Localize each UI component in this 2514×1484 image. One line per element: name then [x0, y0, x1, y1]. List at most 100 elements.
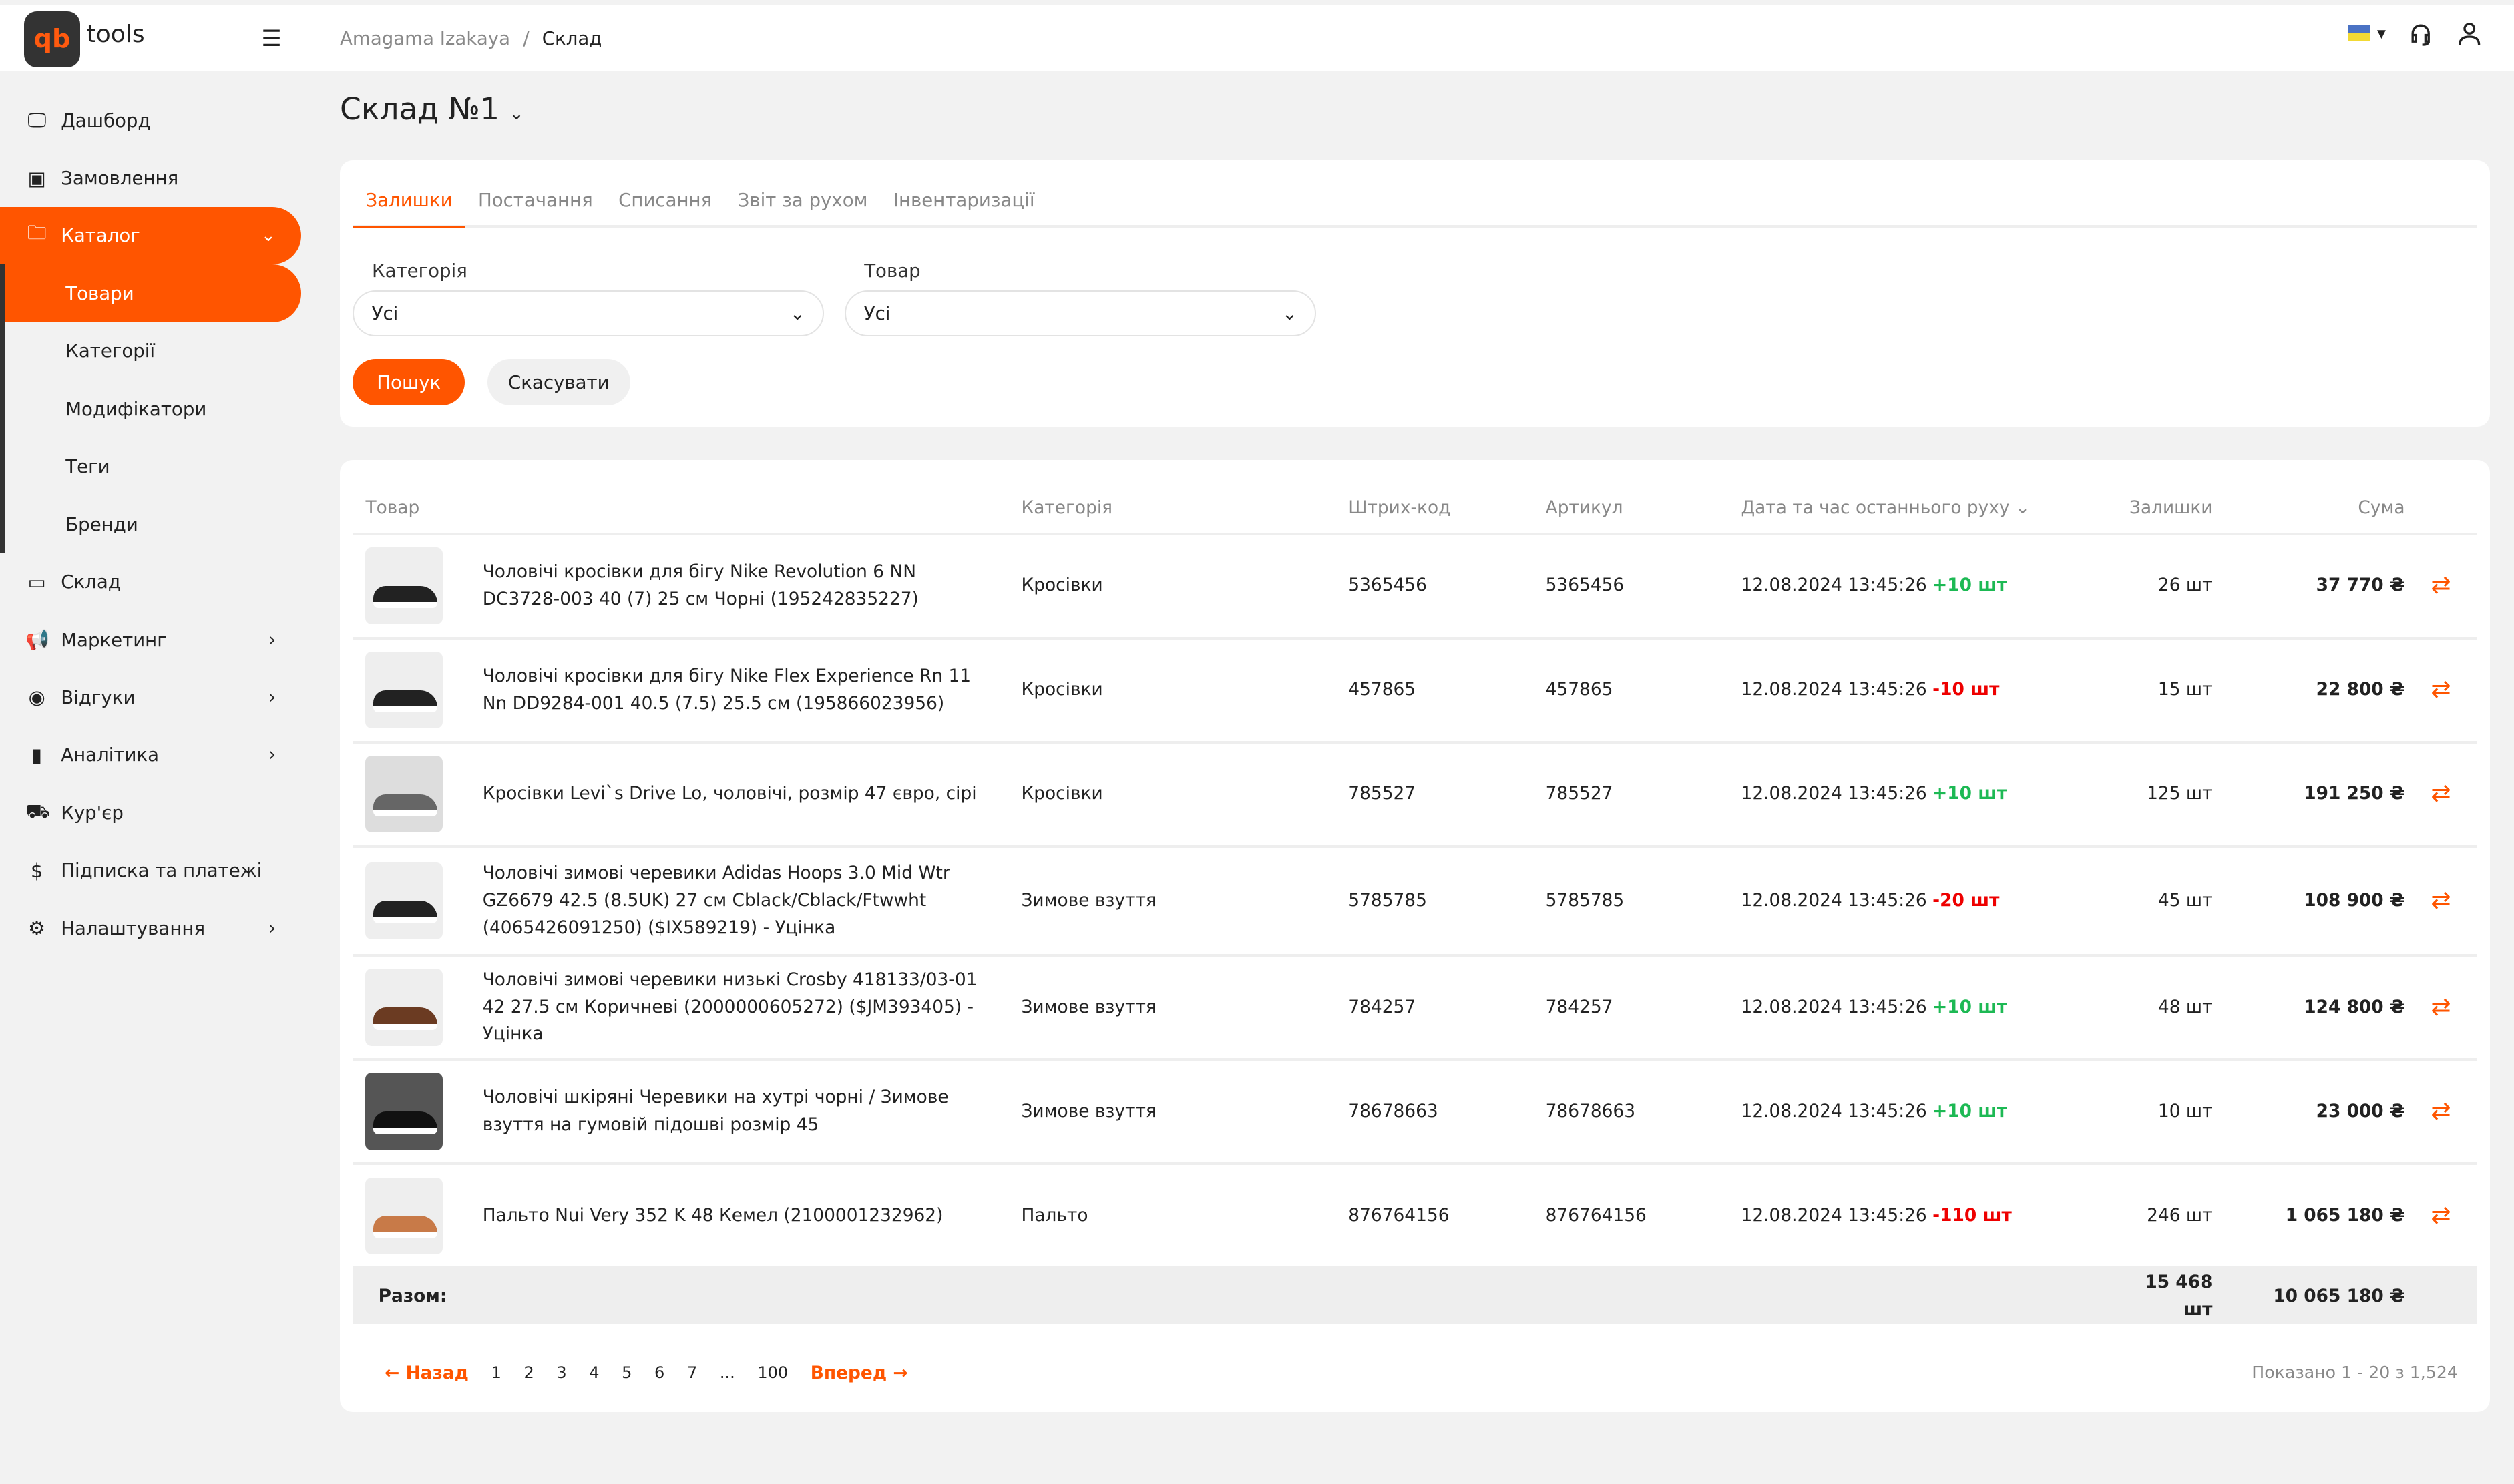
transfer-icon[interactable]: ⇄	[2404, 1059, 2477, 1166]
table-row[interactable]: Чоловічі шкіряні Черевики на хутрі чорні…	[353, 1059, 2477, 1166]
table-row[interactable]: Пальто Nui Very 352 K 48 Кемел (21000012…	[353, 1164, 2477, 1270]
table-row[interactable]: Чоловічі зимові черевики Adidas Hoops 3.…	[353, 846, 2477, 957]
column-header[interactable]: Дата та час останнього руху ⌄	[1741, 482, 2117, 535]
page-link[interactable]: 1	[491, 1363, 501, 1383]
sidebar-item[interactable]: 📢 Маркетинг ›	[0, 611, 301, 668]
product-name[interactable]: Кросівки Levi`s Drive Lo, чоловічі, розм…	[482, 783, 977, 804]
last-movement: 12.08.2024 13:45:26 +10 шт	[1741, 533, 2117, 640]
sidebar-item[interactable]: Модифікатори	[0, 380, 301, 438]
page-link[interactable]: 5	[622, 1363, 632, 1383]
tab[interactable]: Списання	[618, 189, 712, 212]
user-icon[interactable]	[2457, 21, 2482, 46]
sidebar-item[interactable]: 🗀 Каталог ⌄	[0, 206, 302, 265]
sort-chevron-icon[interactable]: ⌄	[2015, 497, 2031, 518]
sidebar-item[interactable]: Категорії	[0, 322, 301, 381]
next-page-button[interactable]: Вперед →	[810, 1362, 908, 1383]
page-link[interactable]: 4	[589, 1363, 600, 1383]
sidebar-item[interactable]: 🖵 Дашборд	[0, 91, 301, 149]
transfer-icon[interactable]: ⇄	[2404, 638, 2477, 744]
breadcrumb-item[interactable]: Amagama Izakaya	[340, 27, 511, 49]
sum: 191 250 ₴	[2212, 742, 2405, 848]
sidebar-item[interactable]: ⛟ Кур'єр	[0, 784, 301, 841]
product-name[interactable]: Чоловічі зимові черевики Adidas Hoops 3.…	[482, 862, 950, 938]
tab[interactable]: Звіт за рухом	[737, 189, 868, 212]
headset-icon[interactable]	[2408, 21, 2433, 46]
barcode: 5785785	[1348, 846, 1546, 957]
sidebar-item[interactable]: Бренди	[0, 495, 301, 553]
product-name[interactable]: Чоловічі зимові черевики низькі Crosby 4…	[482, 969, 978, 1045]
sum: 108 900 ₴	[2212, 846, 2405, 957]
category: Зимове взуття	[1021, 955, 1349, 1061]
monitor-icon: 🖵	[27, 108, 47, 132]
category-select[interactable]: Усі ⌄	[353, 290, 825, 337]
page-link[interactable]: 2	[523, 1363, 534, 1383]
product-select[interactable]: Усі ⌄	[845, 290, 1317, 337]
movement-delta: -110 шт	[1932, 1204, 2012, 1226]
date: 12.08.2024 13:45:26	[1741, 996, 1927, 1017]
transfer-icon[interactable]: ⇄	[2404, 846, 2477, 957]
page-link[interactable]: 3	[556, 1363, 567, 1383]
search-button[interactable]: Пошук	[353, 358, 465, 406]
stock: 10 шт	[2116, 1059, 2213, 1166]
top-bar: qb tools ☰ Amagama Izakaya / Склад ▼	[0, 5, 2514, 71]
sidebar-item-label: Склад	[61, 571, 121, 593]
article: 5365456	[1545, 533, 1741, 640]
sidebar-item[interactable]: Теги	[0, 437, 301, 495]
movement-delta: +10 шт	[1932, 575, 2007, 596]
tab[interactable]: Залишки	[353, 176, 465, 228]
page-link[interactable]: 7	[686, 1363, 698, 1383]
total-stock: 15 468 шт	[2116, 1268, 2213, 1324]
transfer-icon[interactable]: ⇄	[2404, 742, 2477, 848]
sidebar-item[interactable]: ◉ Відгуки ›	[0, 668, 301, 726]
category: Пальто	[1021, 1164, 1349, 1270]
sidebar-item[interactable]: ▭ Склад	[0, 553, 301, 610]
category: Зимове взуття	[1021, 1059, 1349, 1166]
stock: 48 шт	[2116, 955, 2213, 1061]
date: 12.08.2024 13:45:26	[1741, 1100, 1927, 1122]
sidebar-item-label: Каталог	[61, 224, 140, 247]
transfer-icon[interactable]: ⇄	[2404, 955, 2477, 1061]
barcode: 457865	[1348, 638, 1546, 744]
product-name[interactable]: Чоловічі кросівки для бігу Nike Flex Exp…	[482, 665, 972, 714]
sidebar-item-label: Категорії	[65, 340, 156, 362]
stock: 246 шт	[2116, 1164, 2213, 1270]
product-name[interactable]: Чоловічі кросівки для бігу Nike Revoluti…	[482, 561, 919, 609]
cancel-button[interactable]: Скасувати	[487, 358, 630, 406]
page-link[interactable]: 100	[757, 1363, 789, 1383]
column-header: Сума	[2212, 482, 2405, 535]
sidebar-item[interactable]: $ Підписка та платежі	[0, 842, 301, 899]
prev-page-button[interactable]: ← Назад	[385, 1362, 469, 1383]
last-movement: 12.08.2024 13:45:26 -20 шт	[1741, 846, 2117, 957]
sum: 37 770 ₴	[2212, 533, 2405, 640]
table-row[interactable]: Чоловічі зимові черевики низькі Crosby 4…	[353, 955, 2477, 1061]
table-row[interactable]: Кросівки Levi`s Drive Lo, чоловічі, розм…	[353, 742, 2477, 848]
language-selector[interactable]: ▼	[2348, 25, 2386, 42]
tab[interactable]: Інвентаризації	[893, 189, 1035, 212]
table-row[interactable]: Чоловічі кросівки для бігу Nike Revoluti…	[353, 533, 2477, 640]
megaphone-icon: 📢	[25, 628, 50, 651]
sidebar-item[interactable]: ▣ Замовлення	[0, 149, 301, 206]
collapse-sidebar-icon[interactable]: ☰	[261, 25, 282, 52]
stock: 26 шт	[2116, 533, 2213, 640]
transfer-icon[interactable]: ⇄	[2404, 1164, 2477, 1270]
sum: 1 065 180 ₴	[2212, 1164, 2405, 1270]
folder-icon: 🗀	[27, 221, 47, 244]
page-link[interactable]: 6	[654, 1363, 665, 1383]
breadcrumb: Amagama Izakaya / Склад	[340, 27, 602, 49]
product-name[interactable]: Чоловічі шкіряні Черевики на хутрі чорні…	[482, 1087, 949, 1136]
product-thumbnail	[365, 1073, 443, 1150]
article: 457865	[1545, 638, 1741, 744]
table-row[interactable]: Чоловічі кросівки для бігу Nike Flex Exp…	[353, 638, 2477, 744]
sidebar-item-label: Маркетинг	[61, 628, 167, 651]
transfer-icon[interactable]: ⇄	[2404, 533, 2477, 640]
last-movement: 12.08.2024 13:45:26 +10 шт	[1741, 1059, 2117, 1166]
movement-delta: +10 шт	[1932, 783, 2007, 804]
warehouse-selector[interactable]: Склад №1 ⌄	[340, 91, 524, 127]
column-header: Товар	[353, 482, 1022, 535]
sidebar-item[interactable]: ▮ Аналітика ›	[0, 726, 301, 784]
sidebar-item[interactable]: Товари	[0, 264, 302, 322]
product-name[interactable]: Пальто Nui Very 352 K 48 Кемел (21000012…	[482, 1204, 944, 1226]
article: 785527	[1545, 742, 1741, 848]
tab[interactable]: Постачання	[477, 189, 593, 212]
sidebar-item[interactable]: ⚙ Налаштування ›	[0, 899, 301, 957]
